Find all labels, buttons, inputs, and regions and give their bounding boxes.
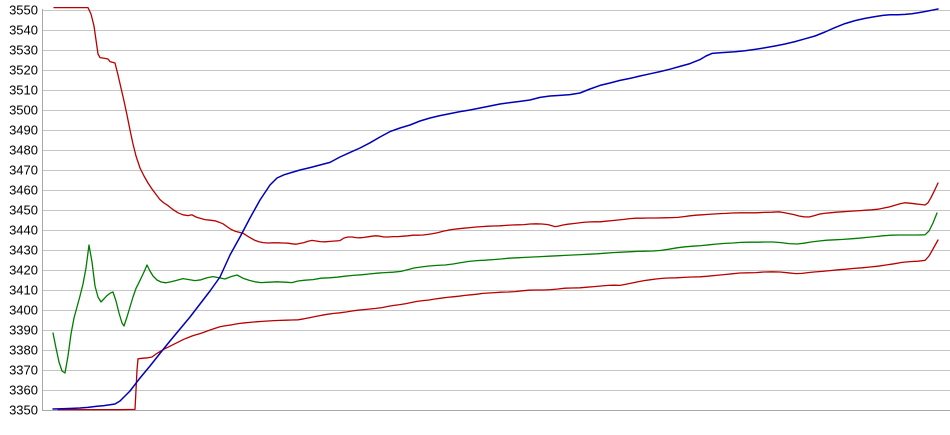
y-tick-label: 3470: [9, 163, 38, 178]
y-tick-label: 3520: [9, 63, 38, 78]
y-tick-label: 3410: [9, 283, 38, 298]
y-tick-label: 3440: [9, 223, 38, 238]
y-tick-label: 3480: [9, 143, 38, 158]
y-tick-label: 3460: [9, 183, 38, 198]
y-tick-label: 3430: [9, 243, 38, 258]
y-tick-label: 3350: [9, 403, 38, 418]
y-tick-label: 3370: [9, 363, 38, 378]
y-tick-label: 3490: [9, 123, 38, 138]
y-tick-label: 3380: [9, 343, 38, 358]
series-blue-line: [52, 8, 939, 410]
grid-lines: [42, 10, 950, 411]
y-tick-label: 3530: [9, 43, 38, 58]
y-tick-label: 3450: [9, 203, 38, 218]
y-tick-label: 3420: [9, 263, 38, 278]
y-tick-label: 3500: [9, 103, 38, 118]
y-tick-label: 3390: [9, 323, 38, 338]
series-green-line: [52, 212, 938, 374]
series-lower-red-line: [57, 239, 939, 411]
y-tick-label: 3360: [9, 383, 38, 398]
y-tick-label: 3550: [9, 3, 38, 18]
y-tick-label: 3540: [9, 23, 38, 38]
y-tick-label: 3400: [9, 303, 38, 318]
y-axis-labels: 3550 3540 3530 3520 3510 3500 3490 3480 3470 3460…: [9, 3, 38, 418]
y-tick-label: 3510: [9, 83, 38, 98]
series-upper-red-line: [53, 6, 939, 245]
